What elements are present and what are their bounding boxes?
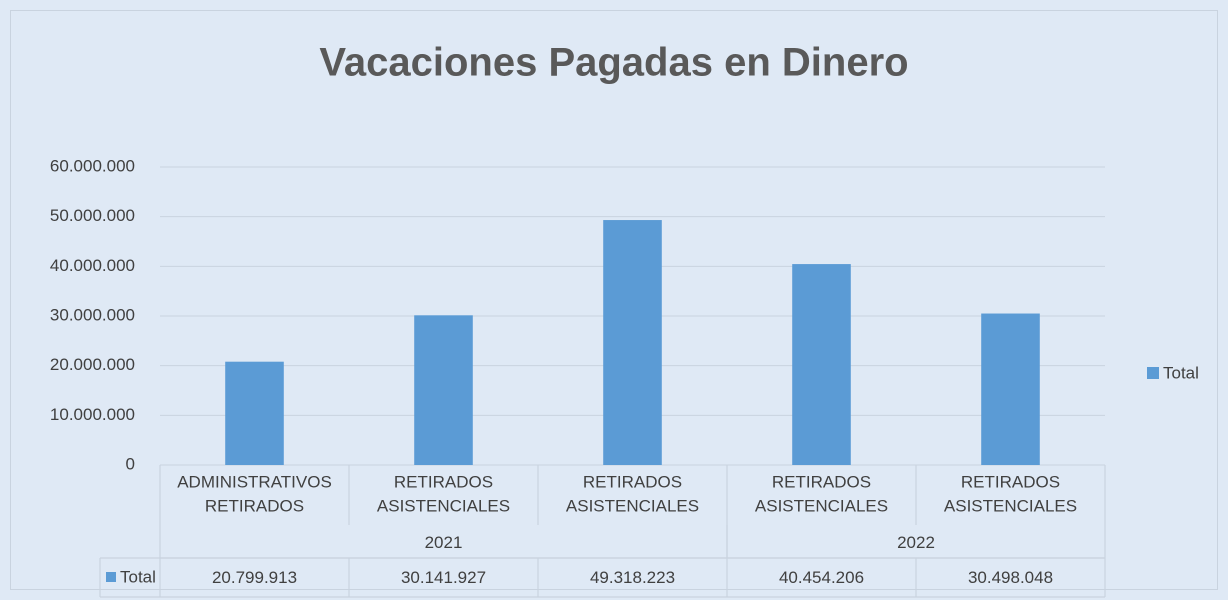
x-tick-label: ASISTENCIALES [944, 496, 1077, 515]
y-tick-label: 10.000.000 [50, 405, 135, 424]
legend-key [1147, 367, 1159, 379]
bar [414, 315, 473, 465]
x-tick-label: ASISTENCIALES [377, 496, 510, 515]
table-series-name: Total [120, 567, 156, 586]
x-tick-label: RETIRADOS [205, 496, 304, 515]
y-tick-label: 30.000.000 [50, 305, 135, 324]
group-label: 2021 [425, 533, 463, 552]
x-tick-label: RETIRADOS [772, 472, 871, 491]
y-tick-label: 60.000.000 [50, 156, 135, 175]
y-tick-label: 40.000.000 [50, 256, 135, 275]
bar [981, 313, 1040, 465]
group-label: 2022 [897, 533, 935, 552]
y-tick-label: 0 [126, 454, 135, 473]
table-value: 30.498.048 [968, 568, 1053, 587]
table-value: 49.318.223 [590, 568, 675, 587]
legend-label: Total [1163, 363, 1199, 382]
bar [792, 264, 851, 465]
table-value: 20.799.913 [212, 568, 297, 587]
x-tick-label: ADMINISTRATIVOS [177, 472, 332, 491]
y-tick-label: 50.000.000 [50, 206, 135, 225]
x-tick-label: RETIRADOS [583, 472, 682, 491]
chart-border [10, 10, 1218, 590]
table-value: 40.454.206 [779, 568, 864, 587]
x-tick-label: ASISTENCIALES [566, 496, 699, 515]
table-legend-key [106, 572, 116, 582]
table-value: 30.141.927 [401, 568, 486, 587]
x-tick-label: RETIRADOS [961, 472, 1060, 491]
bar [603, 220, 662, 465]
x-tick-label: RETIRADOS [394, 472, 493, 491]
bar [225, 361, 284, 465]
chart-title: Vacaciones Pagadas en Dinero [319, 41, 908, 85]
y-tick-label: 20.000.000 [50, 355, 135, 374]
x-tick-label: ASISTENCIALES [755, 496, 888, 515]
